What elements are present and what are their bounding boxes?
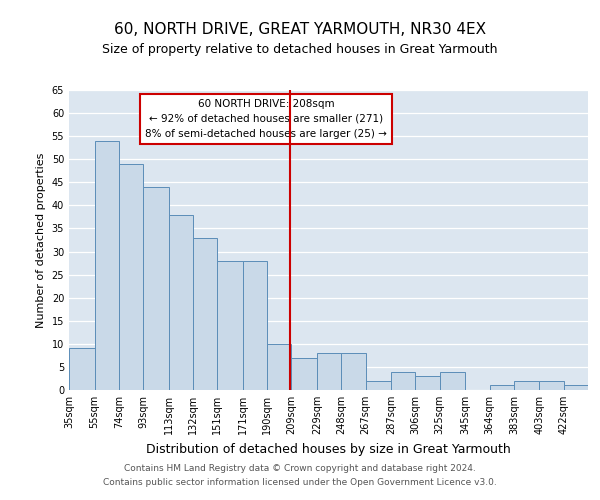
Bar: [143, 187, 169, 390]
Bar: [415, 376, 440, 390]
Text: Contains public sector information licensed under the Open Government Licence v3: Contains public sector information licen…: [103, 478, 497, 487]
Bar: [217, 261, 243, 390]
X-axis label: Distribution of detached houses by size in Great Yarmouth: Distribution of detached houses by size …: [146, 442, 511, 456]
Bar: [69, 348, 95, 390]
Bar: [243, 261, 267, 390]
Text: 60 NORTH DRIVE: 208sqm
← 92% of detached houses are smaller (271)
8% of semi-det: 60 NORTH DRIVE: 208sqm ← 92% of detached…: [145, 99, 387, 138]
Bar: [119, 164, 143, 390]
Bar: [95, 141, 119, 390]
Text: Contains HM Land Registry data © Crown copyright and database right 2024.: Contains HM Land Registry data © Crown c…: [124, 464, 476, 473]
Bar: [292, 358, 317, 390]
Bar: [490, 386, 514, 390]
Bar: [391, 372, 415, 390]
Y-axis label: Number of detached properties: Number of detached properties: [36, 152, 46, 328]
Bar: [169, 214, 193, 390]
Bar: [193, 238, 217, 390]
Bar: [539, 381, 564, 390]
Bar: [267, 344, 292, 390]
Bar: [341, 353, 365, 390]
Text: 60, NORTH DRIVE, GREAT YARMOUTH, NR30 4EX: 60, NORTH DRIVE, GREAT YARMOUTH, NR30 4E…: [114, 22, 486, 38]
Bar: [440, 372, 465, 390]
Bar: [514, 381, 539, 390]
Bar: [564, 386, 588, 390]
Bar: [365, 381, 391, 390]
Bar: [317, 353, 341, 390]
Text: Size of property relative to detached houses in Great Yarmouth: Size of property relative to detached ho…: [102, 42, 498, 56]
